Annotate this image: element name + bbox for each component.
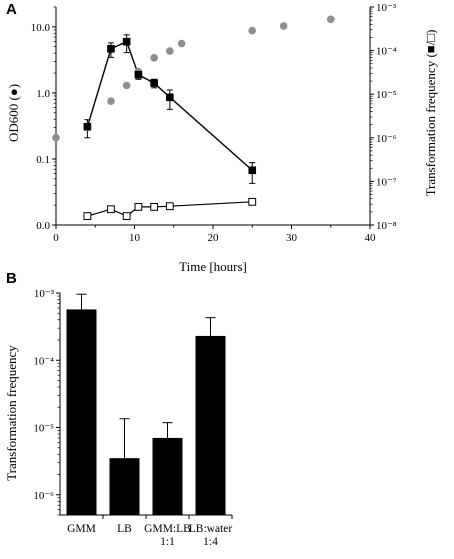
panel-a-right-tick-label: 10⁻⁵ [376,89,397,101]
panel-b-category-label: LB:water [189,523,233,535]
bar [66,309,97,515]
od600-point [326,15,335,24]
panel-a-left-y-axis-label: OD600 (●) [6,84,21,142]
panel-a-x-tick-label: 20 [208,232,220,244]
panel-b-category-label: LB [117,523,132,535]
panel-a-letter: A [6,1,17,18]
panel-b-category-label: GMM [67,523,96,535]
panel-a-left-tick-label: 1.0 [36,88,50,100]
filled-square-point [107,44,115,53]
panel-b-y-tick-label: 10⁻⁵ [33,423,54,435]
open-square-point [107,205,115,214]
panel-a-right-tick-label: 10⁻⁷ [376,176,397,188]
panel-a-chart: A 0 10 20 30 40 10.0 1.0 0.1 0.0 10⁻³ 10⁻⁴ 10⁻⁵ 10⁻⁶… [6,1,438,274]
bar [195,335,226,515]
panel-a-marks [52,15,335,221]
open-square-point [122,212,131,221]
filled-square-point [83,122,92,131]
open-square-point [248,197,257,206]
panel-a-x-tick-label: 0 [53,232,59,244]
panel-b-category-label: 1:4 [203,536,218,548]
filled-square-point [166,93,174,102]
panel-a-axes: 0 10 20 30 40 10.0 1.0 0.1 0.0 10⁻³ 10⁻⁴ 10⁻⁵ 10⁻⁶ 10… [31,2,397,244]
panel-b-marks [66,293,226,515]
open-square-point [165,202,174,211]
filled-square-point [150,79,158,87]
open-square-point [150,203,159,211]
panel-a-x-tick-label: 30 [286,232,298,244]
od600-point [150,54,158,62]
panel-a-x-tick-label: 10 [129,232,141,244]
panel-b-axes: 10⁻³ 10⁻⁴ 10⁻⁵ 10⁻⁶ GMM LB GMM:LB1:1 LB:water1:… [33,288,233,548]
bar [109,458,140,515]
filled-square-point [248,166,257,175]
panel-a-x-tick-label: 40 [365,232,377,244]
panel-a-right-tick-label: 10⁻³ [376,2,397,14]
od600-point [107,97,115,105]
panel-b-y-axis-label: Transformation frequency [4,345,19,481]
panel-b-chart: B 10⁻³ 10⁻⁴ 10⁻⁵ 10⁻⁶ GMM LB GMM:LB1:1 LB:water… [4,270,233,548]
panel-a-left-tick-label: 0.1 [36,154,50,166]
panel-a-right-tick-label: 10⁻⁴ [376,46,397,58]
open-square-point [83,212,92,221]
open-square-point [134,203,143,211]
panel-b-y-tick-label: 10⁻³ [34,288,55,300]
bar [152,437,183,515]
od600-point [122,81,131,90]
panel-a-right-tick-label: 10⁻⁸ [376,220,397,232]
od600-point [52,133,60,142]
panel-a-right-tick-label: 10⁻⁶ [376,133,397,145]
panel-b-y-tick-label: 10⁻⁴ [33,355,54,367]
panel-b-letter: B [6,270,17,287]
od600-point [166,47,174,55]
panel-b-y-tick-label: 10⁻⁶ [33,490,54,502]
panel-a-right-y-axis-label: Transformation frequency (■/□) [423,30,438,197]
filled-square-point [134,70,143,79]
panel-a-left-tick-label: 0.0 [36,220,50,232]
panel-a-left-tick-label: 10.0 [31,22,51,34]
od600-point [177,39,186,48]
panel-a-x-axis-label: Time [hours] [179,259,247,274]
panel-b-category-label: 1:1 [160,536,175,548]
od600-point [248,26,257,35]
od600-point [279,22,288,30]
filled-square-point [122,37,131,46]
panel-b-category-label: GMM:LB [144,523,191,535]
